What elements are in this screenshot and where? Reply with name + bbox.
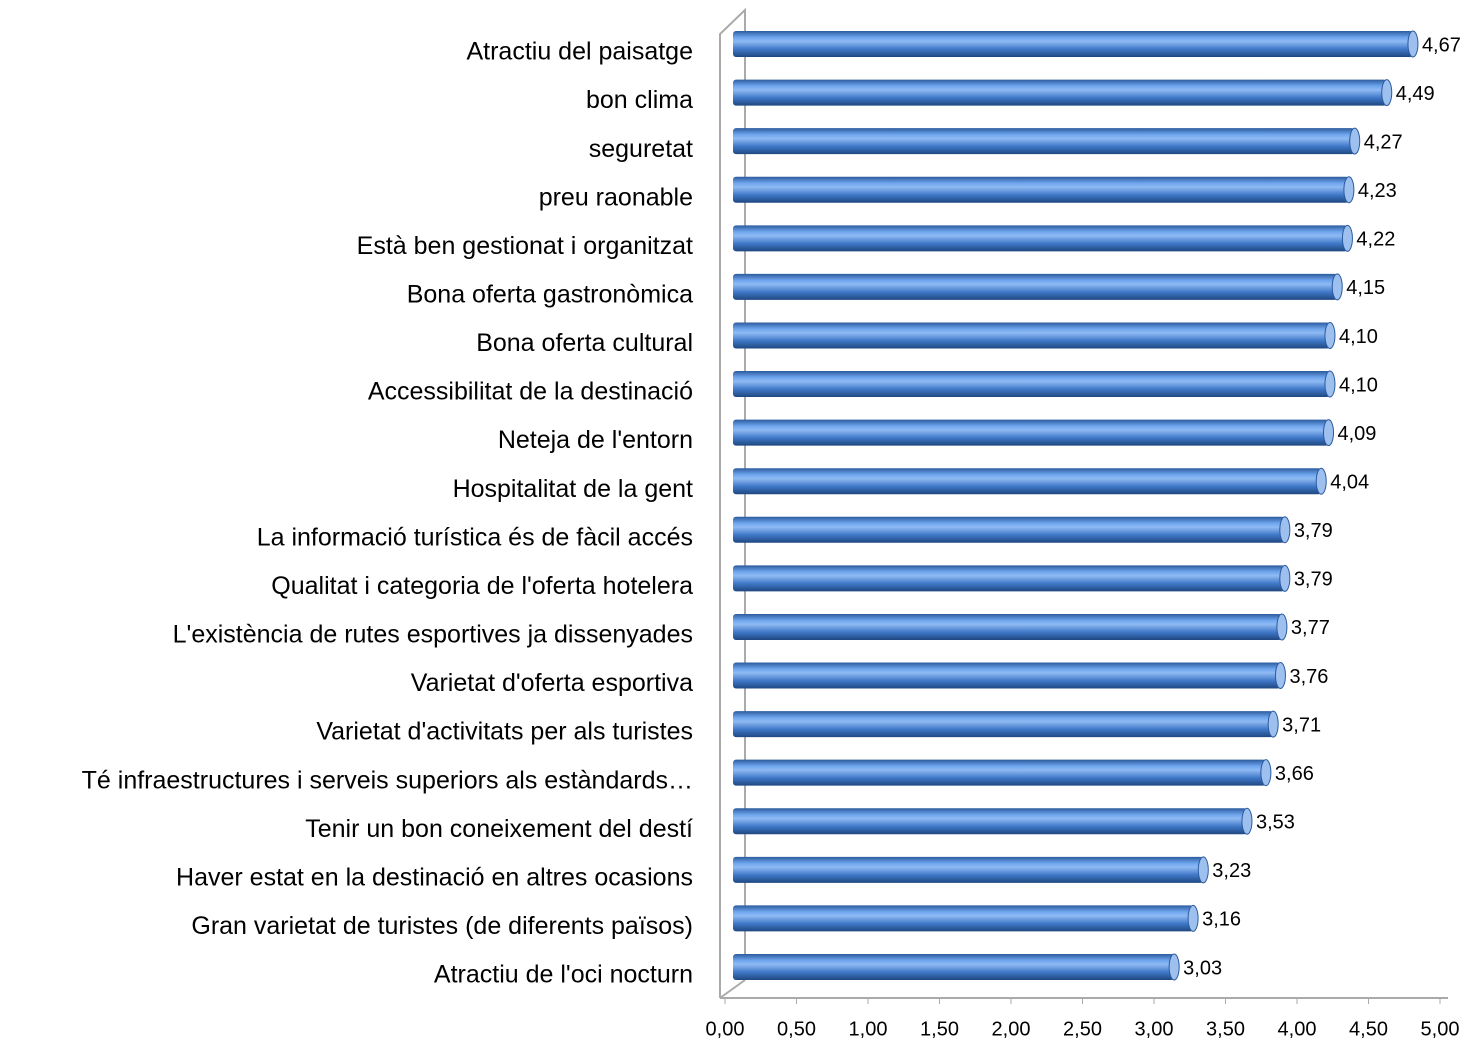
- bar: [733, 808, 1247, 835]
- value-label: 3,16: [1202, 909, 1241, 931]
- category-label: Varietat d'activitats per als turistes: [316, 718, 693, 746]
- bar: [733, 711, 1274, 738]
- bar: [733, 176, 1349, 203]
- value-label: 3,23: [1212, 860, 1251, 882]
- x-tick-label: 3,50: [1206, 1018, 1245, 1040]
- value-label: 3,76: [1289, 666, 1328, 688]
- value-label: 4,04: [1330, 471, 1369, 493]
- category-label: Bona oferta gastronòmica: [407, 281, 693, 309]
- category-label: Haver estat en la destinació en altres o…: [176, 863, 693, 891]
- bar: [733, 31, 1413, 57]
- category-label: Té infraestructures i serveis superiors …: [82, 766, 693, 794]
- bar-cap: [1279, 516, 1291, 544]
- value-label: 3,77: [1291, 617, 1330, 639]
- bar-cap: [1324, 321, 1336, 349]
- bar-cap: [1324, 370, 1336, 398]
- bar: [733, 273, 1338, 300]
- category-label: Està ben gestionat i organitzat: [357, 232, 693, 260]
- value-label: 3,66: [1275, 763, 1314, 785]
- category-label: L'existència de rutes esportives ja diss…: [173, 621, 693, 649]
- value-label: 4,10: [1339, 326, 1378, 348]
- category-label: Bona oferta cultural: [476, 329, 693, 357]
- value-label: 3,71: [1282, 714, 1321, 736]
- value-label: 4,22: [1356, 229, 1395, 251]
- bar-cap: [1187, 904, 1199, 932]
- x-tick-label: 3,00: [1135, 1018, 1174, 1040]
- bar: [733, 468, 1322, 495]
- x-tick-label: 4,50: [1349, 1018, 1388, 1040]
- bar: [733, 565, 1285, 592]
- category-label: Accessibilitat de la destinació: [368, 378, 693, 406]
- bar-cap: [1168, 953, 1180, 981]
- category-label: Neteja de l'entorn: [498, 426, 693, 454]
- bar: [733, 662, 1281, 689]
- bar-cap: [1279, 564, 1291, 592]
- value-label: 3,53: [1256, 812, 1295, 834]
- x-tick-label: 1,00: [849, 1018, 888, 1040]
- category-label: Atractiu del paisatge: [466, 38, 693, 66]
- category-label: Hospitalitat de la gent: [453, 475, 693, 503]
- category-label: preu raonable: [539, 183, 693, 211]
- plot-frame: [719, 7, 1448, 999]
- bar: [733, 613, 1282, 640]
- value-label: 4,15: [1346, 277, 1385, 299]
- value-label: 4,49: [1396, 83, 1435, 105]
- value-label: 4,10: [1339, 374, 1378, 396]
- value-label: 4,09: [1338, 423, 1377, 445]
- bar-cap: [1260, 759, 1272, 787]
- bar: [733, 905, 1194, 932]
- x-tick-label: 2,50: [1063, 1018, 1102, 1040]
- bar: [733, 954, 1175, 980]
- category-label: seguretat: [589, 135, 693, 163]
- bar-cap: [1349, 127, 1361, 155]
- bar-cap: [1315, 467, 1327, 495]
- category-label: Atractiu de l'oci nocturn: [434, 961, 693, 989]
- value-label: 4,23: [1358, 180, 1397, 202]
- category-label: La informació turística és de fàcil accé…: [257, 523, 693, 551]
- bar: [733, 371, 1330, 398]
- bar-cap: [1276, 613, 1288, 641]
- category-label: Qualitat i categoria de l'oferta hoteler…: [271, 572, 693, 600]
- x-tick-label: 0,00: [706, 1018, 745, 1040]
- bar: [733, 419, 1329, 446]
- bar: [733, 225, 1348, 252]
- value-label: 4,27: [1364, 131, 1403, 153]
- bar: [733, 516, 1285, 543]
- bar: [733, 322, 1330, 349]
- bar-cap: [1267, 710, 1279, 738]
- x-tick-label: 1,50: [920, 1018, 959, 1040]
- bar-cap: [1407, 30, 1419, 58]
- category-label: Tenir un bon coneixement del destí: [305, 815, 693, 843]
- value-label: 3,79: [1294, 520, 1333, 542]
- bar: [733, 79, 1387, 106]
- bar-cap: [1323, 419, 1335, 447]
- x-tick-label: 0,50: [777, 1018, 816, 1040]
- value-label: 3,03: [1183, 957, 1222, 979]
- category-label: Gran varietat de turistes (de diferents …: [191, 912, 693, 940]
- bar-cap: [1381, 79, 1393, 107]
- x-tick-label: 4,00: [1278, 1018, 1317, 1040]
- bar: [733, 128, 1355, 155]
- category-label: bon clima: [586, 86, 693, 114]
- value-label: 4,67: [1422, 34, 1461, 56]
- value-label: 3,79: [1294, 569, 1333, 591]
- bar-cap: [1241, 807, 1253, 835]
- x-tick-label: 5,00: [1421, 1018, 1460, 1040]
- category-label: Varietat d'oferta esportiva: [411, 669, 693, 697]
- x-tick-label: 2,00: [992, 1018, 1031, 1040]
- bar-cap: [1343, 176, 1355, 204]
- bar-cap: [1197, 856, 1209, 884]
- bar: [733, 759, 1266, 786]
- bar-cap: [1331, 273, 1343, 301]
- bar-cap: [1274, 662, 1286, 690]
- bar: [733, 856, 1204, 883]
- bar-cap: [1341, 224, 1353, 252]
